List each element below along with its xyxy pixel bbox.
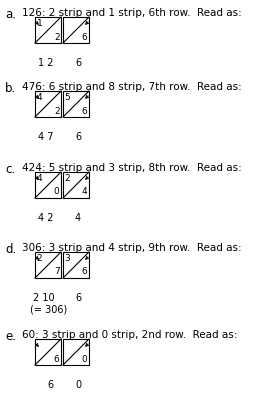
Text: d.: d. <box>5 243 16 256</box>
Text: 60: 3 strip and 0 strip, 2nd row.  Read as:: 60: 3 strip and 0 strip, 2nd row. Read a… <box>22 330 237 340</box>
Text: 0: 0 <box>54 187 60 196</box>
Text: c.: c. <box>5 163 15 176</box>
Text: 2: 2 <box>36 254 42 263</box>
Text: 3: 3 <box>65 254 70 263</box>
Text: 6: 6 <box>47 380 53 390</box>
Text: 4 7: 4 7 <box>38 132 54 142</box>
Text: 6: 6 <box>54 354 60 364</box>
Text: 4: 4 <box>36 174 42 183</box>
Text: 476: 6 strip and 8 strip, 7th row.  Read as:: 476: 6 strip and 8 strip, 7th row. Read … <box>22 82 242 92</box>
Bar <box>63 172 89 198</box>
Text: 2: 2 <box>54 107 60 116</box>
Text: 6: 6 <box>82 33 87 42</box>
Bar <box>35 252 61 278</box>
Text: 4: 4 <box>36 93 42 102</box>
Text: 126: 2 strip and 1 strip, 6th row.  Read as:: 126: 2 strip and 1 strip, 6th row. Read … <box>22 8 242 18</box>
Text: 6: 6 <box>75 293 81 303</box>
Text: 0: 0 <box>82 354 87 364</box>
Text: 7: 7 <box>54 268 60 277</box>
Text: 306: 3 strip and 4 strip, 9th row.  Read as:: 306: 3 strip and 4 strip, 9th row. Read … <box>22 243 242 253</box>
Text: 2: 2 <box>54 33 60 42</box>
Bar <box>63 252 89 278</box>
Text: 4: 4 <box>75 213 81 223</box>
Text: 6: 6 <box>82 107 87 116</box>
Text: (= 306): (= 306) <box>30 305 67 315</box>
Bar <box>35 172 61 198</box>
Text: 6: 6 <box>82 268 87 277</box>
Text: a.: a. <box>5 8 16 21</box>
Bar <box>35 91 61 117</box>
Text: 424: 5 strip and 3 strip, 8th row.  Read as:: 424: 5 strip and 3 strip, 8th row. Read … <box>22 163 242 173</box>
Bar <box>63 17 89 43</box>
Text: 1: 1 <box>36 19 42 28</box>
Text: 6: 6 <box>75 58 81 68</box>
Text: 2 10: 2 10 <box>33 293 55 303</box>
Text: 6: 6 <box>75 132 81 142</box>
Bar <box>63 91 89 117</box>
Text: 5: 5 <box>65 93 70 102</box>
Bar <box>63 339 89 365</box>
Bar <box>35 339 61 365</box>
Text: e.: e. <box>5 330 16 343</box>
Text: 1 2: 1 2 <box>38 58 54 68</box>
Text: 4 2: 4 2 <box>38 213 54 223</box>
Text: 0: 0 <box>75 380 81 390</box>
Text: 2: 2 <box>65 174 70 183</box>
Bar <box>35 17 61 43</box>
Text: 4: 4 <box>82 187 87 196</box>
Text: b.: b. <box>5 82 16 95</box>
